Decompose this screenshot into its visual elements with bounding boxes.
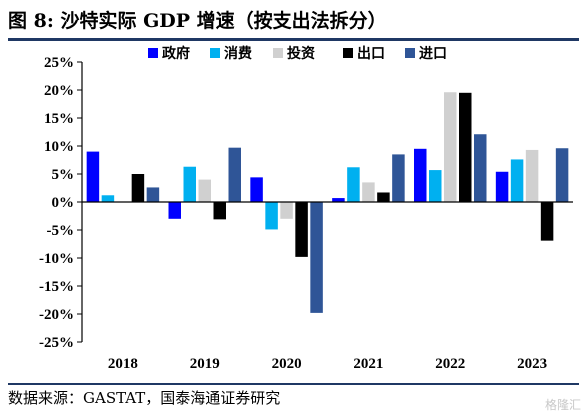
bar xyxy=(265,202,278,230)
y-tick-label: 20% xyxy=(44,83,74,99)
bar xyxy=(429,170,442,202)
y-tick-label: 15% xyxy=(44,111,74,127)
bars xyxy=(86,92,569,313)
legend-swatch xyxy=(148,48,158,58)
bar xyxy=(495,171,509,202)
y-tick-label: 5% xyxy=(52,167,75,183)
bar xyxy=(280,202,293,219)
bar xyxy=(332,198,345,202)
bar xyxy=(131,174,145,202)
bar xyxy=(295,202,308,257)
bar xyxy=(540,202,554,241)
bar xyxy=(250,177,263,202)
legend: 政府 消费 投资 出口 进口 xyxy=(148,45,447,62)
bar xyxy=(474,134,487,202)
bar xyxy=(362,182,375,202)
legend-swatch xyxy=(273,48,283,58)
figure-title: 图 8: 沙特实际 GDP 增速（按支出法拆分） xyxy=(8,4,579,41)
y-tick-label: -20% xyxy=(39,307,74,323)
y-tick-label: -10% xyxy=(39,251,74,267)
bar xyxy=(347,167,360,202)
source-note: 数据来源：GASTAT，国泰海通证券研究 xyxy=(8,383,579,413)
bar xyxy=(310,202,323,313)
bar xyxy=(459,92,472,202)
y-tick-label: -5% xyxy=(47,223,75,239)
bar xyxy=(414,148,427,202)
bar xyxy=(555,148,569,202)
bar xyxy=(101,195,115,202)
bar xyxy=(444,92,457,202)
legend-swatch xyxy=(343,48,353,58)
legend-label: 投资 xyxy=(287,45,315,62)
bar xyxy=(510,159,524,202)
y-tick-label: 10% xyxy=(44,139,74,155)
bar xyxy=(525,149,539,202)
x-tick-label: 2021 xyxy=(353,356,383,372)
bar xyxy=(183,166,196,202)
y-tick-label: -15% xyxy=(39,279,74,295)
x-tick-label: 2020 xyxy=(272,356,302,372)
bar xyxy=(168,202,181,219)
legend-swatch xyxy=(210,48,220,58)
chart-area: 政府 消费 投资 出口 进口 -25% -20% -15% -10% -5% 0% 5% 10% 15%… xyxy=(0,42,587,382)
bar xyxy=(213,202,226,220)
bar xyxy=(228,147,241,202)
bar xyxy=(198,179,211,202)
bar xyxy=(146,187,160,202)
legend-label: 政府 xyxy=(162,45,190,62)
bar-chart: 政府 消费 投资 出口 进口 -25% -20% -15% -10% -5% 0% 5% 10% 15%… xyxy=(39,45,573,372)
legend-label: 消费 xyxy=(224,45,252,62)
x-tick-label: 2022 xyxy=(435,356,465,372)
legend-label: 出口 xyxy=(357,45,385,62)
legend-label: 进口 xyxy=(419,46,447,62)
bar xyxy=(377,192,390,202)
y-tick-label: 0% xyxy=(52,195,75,211)
axes: -25% -20% -15% -10% -5% 0% 5% 10% 15% 20% 25% 2018 2… xyxy=(39,55,573,372)
watermark: 格隆汇 xyxy=(544,398,581,412)
bar xyxy=(86,151,100,202)
y-tick-label: -25% xyxy=(39,335,74,351)
x-tick-label: 2019 xyxy=(190,356,220,372)
x-tick-label: 2023 xyxy=(517,356,547,372)
x-tick-label: 2018 xyxy=(108,356,138,372)
y-tick-label: 25% xyxy=(44,55,74,71)
legend-swatch xyxy=(405,48,415,58)
bar xyxy=(392,154,405,202)
